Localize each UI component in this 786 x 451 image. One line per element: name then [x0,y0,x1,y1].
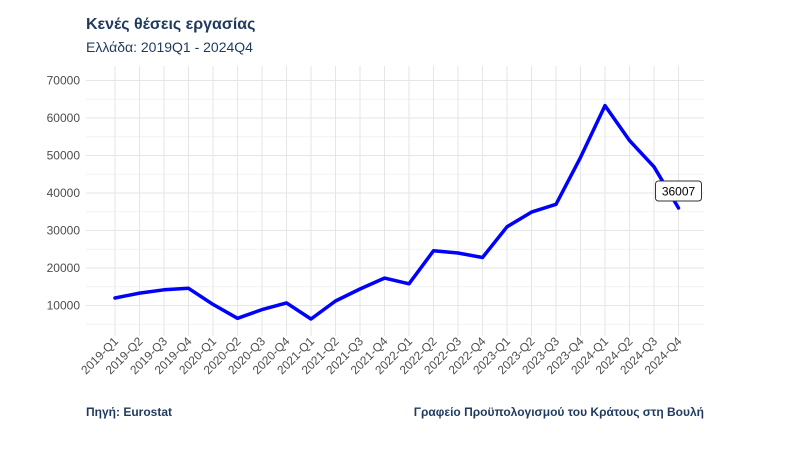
y-tick-label: 50000 [47,149,81,163]
data-label: 36007 [655,180,702,202]
y-tick-label: 40000 [47,186,81,200]
series-line [113,103,681,321]
chart-subtitle: Ελλάδα: 2019Q1 - 2024Q4 [86,39,253,55]
source-note: Πηγή: Eurostat [86,405,173,419]
annotation-layer: 36007 [655,180,702,202]
series-layer [113,103,681,321]
y-tick-label: 70000 [47,74,81,88]
x-tick-labels: 2019-Q12019-Q22019-Q32019-Q42020-Q12020-… [78,334,685,377]
y-tick-label: 30000 [47,224,81,238]
y-tick-labels: 10000 20000 30000 40000 50000 60000 70000 [47,74,81,313]
credit-note: Γραφείο Προϋπολογισμού του Κράτους στη Β… [413,405,704,419]
y-tick-label: 10000 [47,299,81,313]
data-label-text: 36007 [662,185,696,199]
y-tick-label: 20000 [47,261,81,275]
chart-title: Κενές θέσεις εργασίας [86,16,256,33]
grid-layer [86,66,704,336]
y-tick-label: 60000 [47,111,81,125]
